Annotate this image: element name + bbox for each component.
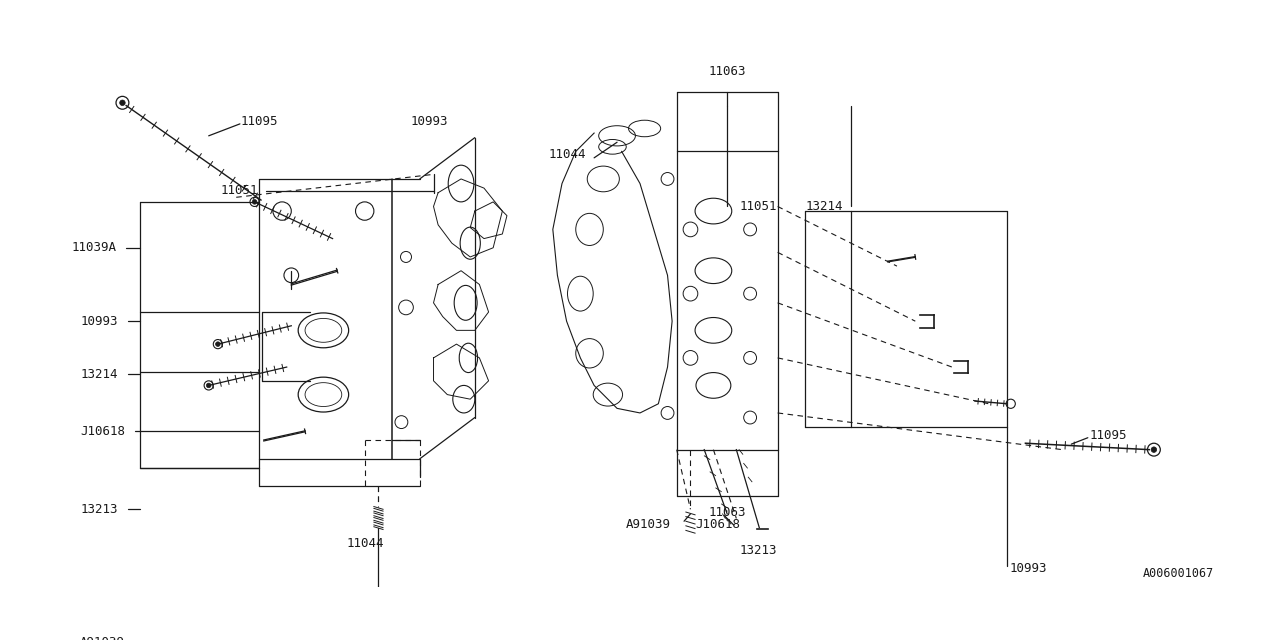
Text: 13213: 13213 — [739, 544, 777, 557]
Text: A006001067: A006001067 — [1142, 567, 1213, 580]
Text: 10993: 10993 — [81, 315, 118, 328]
Text: 11063: 11063 — [708, 506, 746, 518]
Text: J10618: J10618 — [81, 425, 125, 438]
Circle shape — [206, 383, 211, 388]
Text: 11095: 11095 — [1089, 429, 1128, 442]
Circle shape — [215, 342, 220, 346]
Text: 11063: 11063 — [708, 65, 746, 78]
Text: 13214: 13214 — [805, 200, 842, 213]
Circle shape — [120, 100, 125, 106]
Text: 13213: 13213 — [81, 503, 118, 516]
Text: 11051: 11051 — [220, 184, 259, 197]
Text: 10993: 10993 — [1010, 563, 1047, 575]
Circle shape — [1151, 447, 1157, 452]
Circle shape — [252, 200, 257, 204]
Text: J10618: J10618 — [695, 518, 740, 531]
Text: 11095: 11095 — [241, 115, 278, 127]
Text: A91039: A91039 — [81, 636, 125, 640]
Text: 13214: 13214 — [81, 368, 118, 381]
Text: 11051: 11051 — [739, 200, 777, 213]
Text: 11044: 11044 — [548, 148, 586, 161]
Text: A91039: A91039 — [626, 518, 671, 531]
Text: 11039A: 11039A — [72, 241, 116, 254]
Text: 10993: 10993 — [411, 115, 448, 127]
Text: 11044: 11044 — [347, 537, 384, 550]
